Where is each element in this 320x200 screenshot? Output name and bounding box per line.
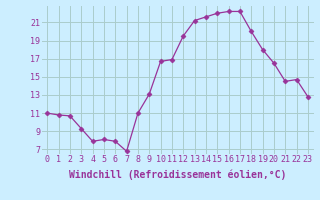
X-axis label: Windchill (Refroidissement éolien,°C): Windchill (Refroidissement éolien,°C) [69, 170, 286, 180]
